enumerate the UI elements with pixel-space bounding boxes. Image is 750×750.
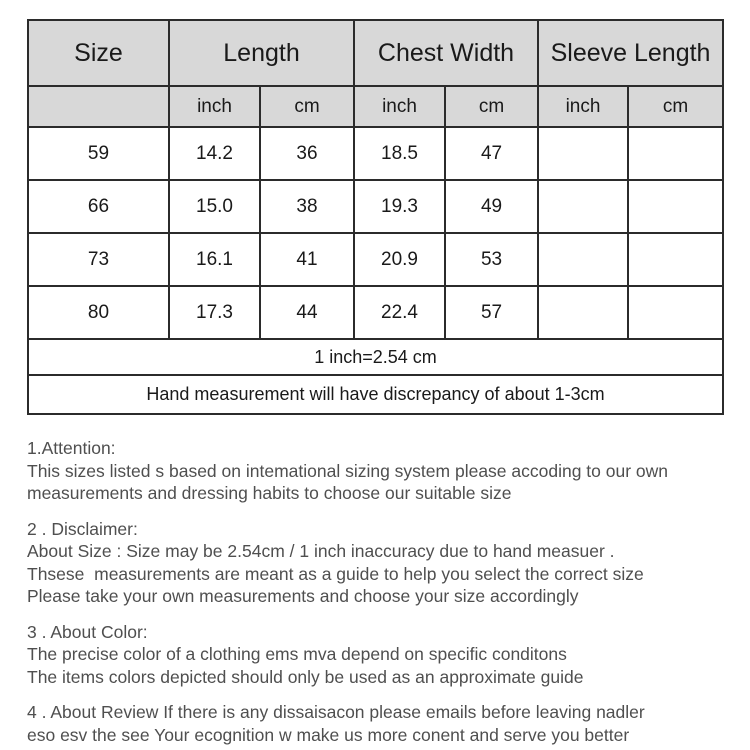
table-row: 73 16.1 41 20.9 53 [27,232,725,287]
unit-cell-sleeve-cm: cm [627,85,725,128]
header-chest-width: Chest Width [352,19,540,87]
value-cell: 16.1 [168,232,261,287]
note-about-color-line: The precise color of a clothing ems mva … [27,644,567,664]
unit-cell-chest-cm: cm [443,85,540,128]
table-unit-row: inch cm inch cm inch cm [27,85,725,128]
size-chart-table: Size Length Chest Width Sleeve Length in… [26,19,725,415]
header-sleeve-length: Sleeve Length [537,19,725,87]
note-disclaimer-heading: 2 . Disclaimer: [27,518,138,539]
note-about-color: 3 . About Color: The precise color of a … [27,621,727,689]
note-about-color-heading: 3 . About Color: [27,621,148,642]
value-cell [627,179,725,234]
size-cell: 59 [27,126,170,181]
value-cell: 18.5 [353,126,446,181]
note-disclaimer-line: Please take your own measurements and ch… [27,586,579,606]
note-attention-heading: 1.Attention: [27,438,116,458]
unit-cell-length-cm: cm [259,85,355,128]
note-about-review: 4 . About Review If there is any dissais… [27,701,727,746]
value-cell: 14.2 [168,126,261,181]
size-cell: 80 [27,285,170,340]
value-cell: 44 [259,285,355,340]
unit-cell-chest-inch: inch [353,85,446,128]
value-cell: 15.0 [168,179,261,234]
value-cell [537,285,630,340]
size-cell: 73 [27,232,170,287]
value-cell [627,285,725,340]
header-size: Size [27,19,170,87]
unit-cell-empty [27,85,170,128]
note-about-review-heading: 4 . About Review If there is any dissais… [27,702,645,722]
value-cell: 53 [443,232,540,287]
value-cell [537,232,630,287]
note-disclaimer: 2 . Disclaimer: About Size : Size may be… [27,518,727,608]
table-row: 59 14.2 36 18.5 47 [27,126,725,181]
table-header-row: Size Length Chest Width Sleeve Length [27,19,725,87]
note-disclaimer-line: About Size : Size may be 2.54cm / 1 inch… [27,541,615,561]
table-row: 66 15.0 38 19.3 49 [27,179,725,234]
note-attention-line: This sizes listed s based on intemationa… [27,460,669,481]
table-footer-row: Hand measurement will have discrepancy o… [26,374,725,415]
value-cell: 38 [259,179,355,234]
value-cell: 36 [259,126,355,181]
note-disclaimer-line: Thsese measurements are meant as a guide… [27,563,644,584]
value-cell [537,179,630,234]
value-cell: 41 [259,232,355,287]
value-cell: 22.4 [353,285,446,340]
value-cell: 57 [443,285,540,340]
value-cell: 17.3 [168,285,261,340]
notes-section: 1.Attention: This sizes listed s based o… [27,437,727,750]
note-attention-line: measurements and dressing habits to choo… [27,483,512,503]
note-about-review-line: eso esv the see Your ecognition w make u… [27,724,630,745]
value-cell [627,126,725,181]
unit-cell-length-inch: inch [168,85,261,128]
note-attention: 1.Attention: This sizes listed s based o… [27,437,727,505]
footer-note-inch-conversion: 1 inch=2.54 cm [26,338,725,376]
table-footer-row: 1 inch=2.54 cm [26,338,725,376]
value-cell [627,232,725,287]
header-length: Length [168,19,355,87]
unit-cell-sleeve-inch: inch [537,85,630,128]
value-cell: 49 [443,179,540,234]
value-cell: 20.9 [353,232,446,287]
value-cell [537,126,630,181]
value-cell: 47 [443,126,540,181]
footer-note-hand-measurement: Hand measurement will have discrepancy o… [26,374,725,415]
note-about-color-line: The items colors depicted should only be… [27,666,584,687]
size-cell: 66 [27,179,170,234]
value-cell: 19.3 [353,179,446,234]
table-row: 80 17.3 44 22.4 57 [27,285,725,340]
